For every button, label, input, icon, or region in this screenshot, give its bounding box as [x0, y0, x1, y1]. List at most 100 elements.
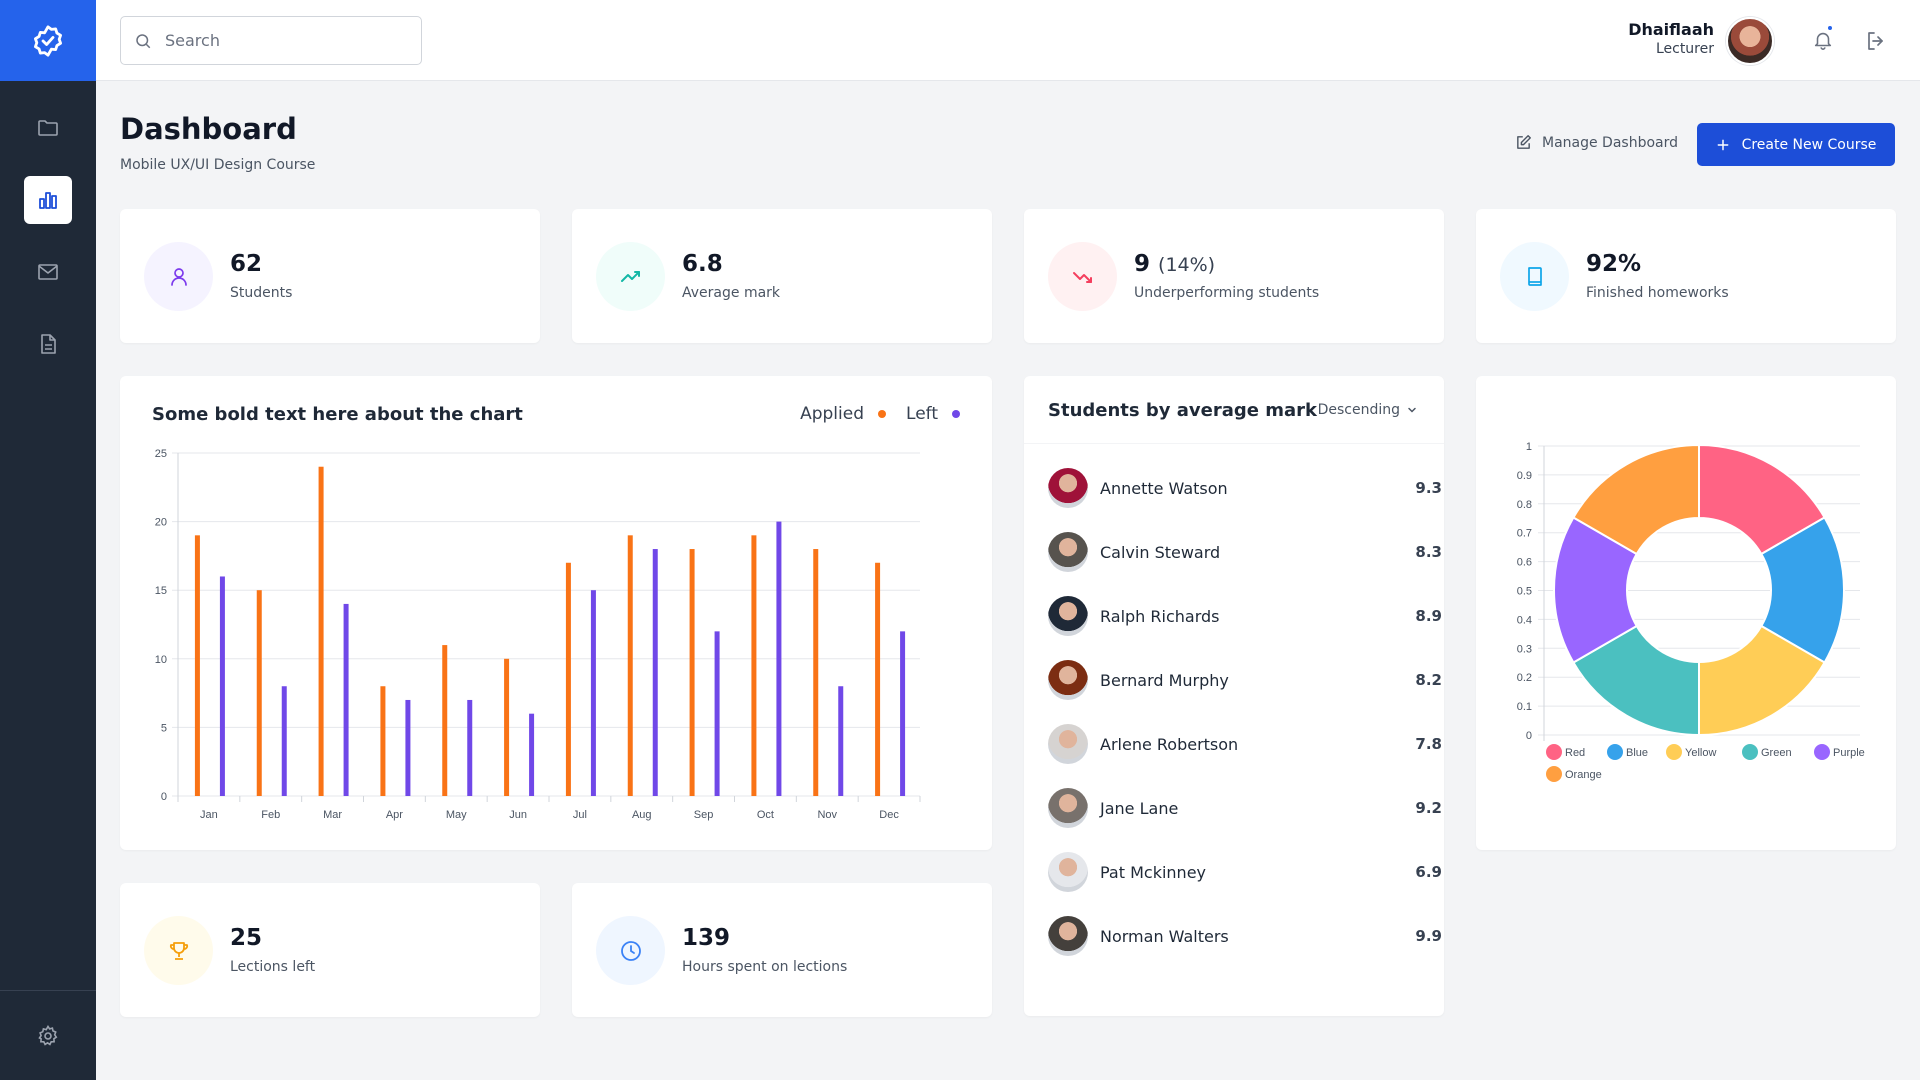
student-row[interactable]: Bernard Murphy 8.2 — [1048, 659, 1442, 701]
x-tick-label: Jul — [573, 809, 587, 821]
y-tick-label: 0 — [1526, 730, 1532, 742]
chevron-down-icon — [1408, 407, 1416, 413]
legend-label-left: Left — [906, 404, 938, 424]
y-tick-label: 25 — [155, 448, 167, 460]
legend-label: Purple — [1833, 747, 1865, 759]
bar-left — [652, 549, 658, 796]
student-row[interactable]: Annette Watson 9.3 — [1048, 467, 1442, 509]
stat-value: 92% — [1586, 251, 1642, 277]
student-name: Bernard Murphy — [1100, 670, 1229, 690]
edit-icon — [1517, 135, 1531, 149]
x-tick-label: Oct — [757, 809, 774, 821]
stat-label: Underperforming students — [1134, 285, 1320, 301]
bar-applied — [751, 535, 757, 796]
badge-check-icon — [33, 24, 63, 57]
bar-left — [714, 631, 720, 796]
y-tick-label: 0.2 — [1517, 672, 1532, 684]
student-row[interactable]: Norman Walters 9.9 — [1048, 915, 1442, 957]
notifications-button[interactable] — [1812, 24, 1834, 56]
bar-left — [776, 521, 782, 796]
user-name: Dhaiflaah — [1628, 20, 1714, 39]
user-avatar[interactable] — [1726, 17, 1774, 65]
y-tick-label: 5 — [161, 722, 167, 734]
stat-card-hours-spent: 139 Hours spent on lections — [572, 883, 992, 1017]
stat-card-lections-left: 25 Lections left — [120, 883, 540, 1017]
legend-swatch-purple — [1814, 744, 1830, 760]
y-tick-label: 0.3 — [1517, 643, 1532, 655]
mail-icon — [38, 264, 58, 280]
legend-label: Red — [1565, 747, 1585, 759]
clock-icon — [620, 940, 641, 961]
sidebar-item-documents[interactable] — [24, 320, 72, 368]
x-tick-label: Jun — [509, 809, 527, 821]
plus-icon — [1717, 139, 1728, 150]
student-row[interactable]: Pat Mckinney 6.9 — [1048, 851, 1442, 893]
sidebar-item-settings[interactable] — [24, 1012, 72, 1060]
stat-icon-circle — [144, 242, 213, 311]
bar-left — [900, 631, 906, 796]
app-logo[interactable] — [0, 0, 96, 81]
folder-icon — [38, 120, 58, 136]
bar-chart-card: Some bold text here about the chart Appl… — [120, 376, 992, 850]
sidebar-item-dashboard[interactable] — [24, 176, 72, 224]
student-mark: 7.8 — [1415, 735, 1442, 753]
search-icon — [136, 34, 151, 49]
bar-left — [281, 686, 287, 796]
student-row[interactable]: Arlene Robertson 7.8 — [1048, 723, 1442, 765]
legend-label: Yellow — [1685, 747, 1716, 759]
stat-value-number: 9 — [1134, 251, 1151, 277]
sort-label: Descending — [1317, 402, 1400, 418]
sort-dropdown[interactable]: Descending — [1318, 402, 1418, 418]
student-name: Pat Mckinney — [1100, 862, 1206, 882]
bar-left — [467, 699, 473, 796]
student-row[interactable]: Jane Lane 9.2 — [1048, 787, 1442, 829]
student-avatar — [1048, 468, 1088, 508]
doughnut-chart: 0 0.1 0.2 0.3 0.4 0.5 0.6 0.7 0.8 0.9 1 Red Blue Yell… — [1517, 441, 1865, 782]
search-input[interactable] — [165, 31, 405, 50]
student-avatar — [1048, 788, 1088, 828]
bar-applied — [380, 686, 386, 796]
legend-swatch-green — [1742, 744, 1758, 760]
stat-card-students: 62 Students — [120, 209, 540, 343]
trend-up-icon — [620, 270, 640, 282]
legend-label: Orange — [1565, 769, 1602, 781]
student-mark: 9.2 — [1415, 799, 1442, 817]
bar-applied — [256, 590, 262, 796]
students-list-title: Students by average mark — [1048, 400, 1317, 421]
y-tick-label: 20 — [155, 517, 167, 529]
student-row[interactable]: Ralph Richards 8.9 — [1048, 595, 1442, 637]
sidebar-item-folder[interactable] — [24, 104, 72, 152]
legend-swatch-blue — [1607, 744, 1623, 760]
x-tick-label: May — [446, 809, 467, 821]
student-name: Annette Watson — [1100, 478, 1228, 498]
page-title: Dashboard — [120, 112, 297, 146]
logout-button[interactable] — [1864, 29, 1888, 57]
doughnut-chart-card: 0 0.1 0.2 0.3 0.4 0.5 0.6 0.7 0.8 0.9 1 Red Blue Yell… — [1476, 376, 1896, 850]
stat-value: 139 — [682, 925, 731, 951]
doughnut-slice-green — [1572, 624, 1700, 737]
search-box[interactable] — [120, 16, 422, 65]
student-name: Norman Walters — [1100, 926, 1229, 946]
create-course-label: Create New Course — [1741, 136, 1877, 153]
student-avatar — [1048, 596, 1088, 636]
sidebar-divider — [0, 990, 96, 991]
chart-legend: Applied Left — [800, 404, 960, 424]
x-tick-label: Feb — [261, 809, 280, 821]
bar-chart: 0 5 10 15 20 25 Jan Feb Mar Apr May Jun Jul Aug Sep Oct… — [155, 448, 921, 821]
legend-swatch-red — [1546, 744, 1562, 760]
legend-swatch-yellow — [1666, 744, 1682, 760]
bar-left — [405, 699, 411, 796]
user-info: Dhaiflaah Lecturer — [1628, 20, 1714, 57]
manage-dashboard-button[interactable]: Manage Dashboard — [1515, 134, 1678, 151]
stat-value: 62 — [230, 251, 263, 277]
x-tick-label: Jan — [200, 809, 218, 821]
student-name: Jane Lane — [1100, 798, 1179, 818]
y-tick-label: 0.6 — [1517, 557, 1532, 569]
stat-label: Lections left — [230, 959, 316, 975]
bar-left — [343, 603, 349, 796]
y-tick-label: 0 — [161, 791, 167, 803]
page-subtitle: Mobile UX/UI Design Course — [120, 157, 316, 173]
sidebar-item-messages[interactable] — [24, 248, 72, 296]
student-row[interactable]: Calvin Steward 8.3 — [1048, 531, 1442, 573]
create-course-button[interactable]: Create New Course — [1697, 123, 1895, 166]
